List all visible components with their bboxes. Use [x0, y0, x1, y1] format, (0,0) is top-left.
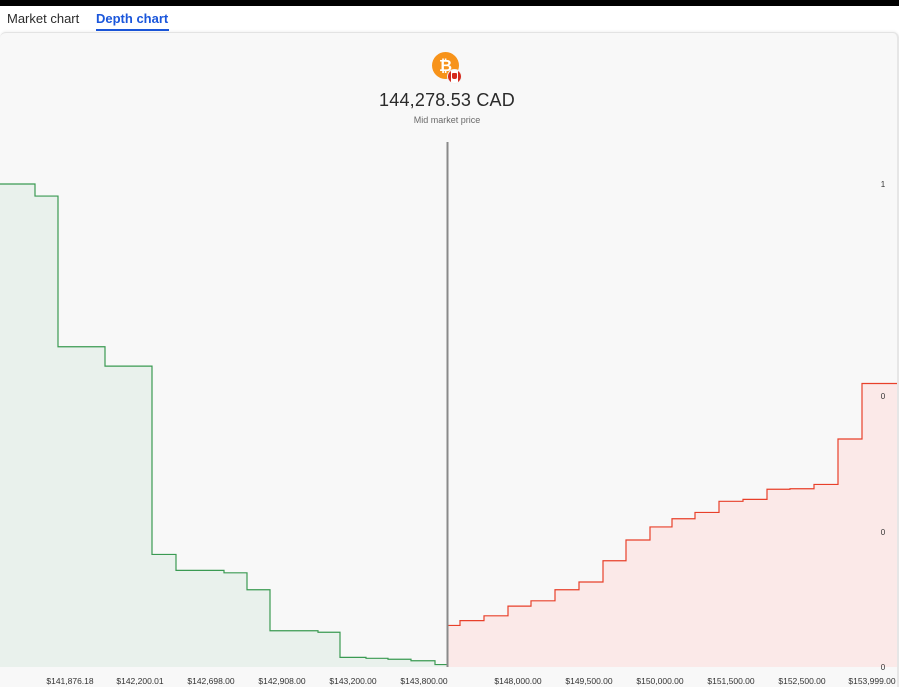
x-tick-label: $143,800.00: [400, 676, 448, 686]
x-tick-label: $142,698.00: [187, 676, 235, 686]
y-tick-label: 0: [880, 392, 886, 401]
active-tab-indicator: [96, 29, 169, 31]
canada-flag-icon: [447, 69, 462, 84]
x-tick-label: $142,908.00: [258, 676, 306, 686]
x-tick-label: $153,999.00: [848, 676, 896, 686]
mid-market-price: 144,278.53 CAD: [379, 90, 515, 110]
top-bar: [0, 0, 899, 6]
x-tick-label: $152,500.00: [778, 676, 826, 686]
y-tick-label: 1: [880, 180, 886, 189]
x-tick-label: $148,000.00: [494, 676, 542, 686]
y-tick-label: 0: [880, 663, 886, 672]
tab-bar: Market chart Depth chart: [0, 6, 899, 34]
mid-market-price-label: Mid market price: [413, 115, 481, 125]
tab-market-chart[interactable]: Market chart: [7, 11, 80, 26]
x-tick-label: $143,200.00: [329, 676, 377, 686]
bid-depth-area: [0, 184, 447, 667]
x-tick-label: $151,500.00: [707, 676, 755, 686]
ask-depth-line: [447, 382, 897, 627]
x-tick-label: $142,200.01: [116, 676, 164, 686]
bid-depth-line: [0, 183, 447, 666]
y-tick-label: 0: [880, 528, 886, 537]
x-tick-label: $149,500.00: [565, 676, 613, 686]
x-tick-label: $141,876.18: [46, 676, 94, 686]
x-tick-label: $150,000.00: [636, 676, 684, 686]
tab-depth-chart[interactable]: Depth chart: [96, 11, 169, 26]
